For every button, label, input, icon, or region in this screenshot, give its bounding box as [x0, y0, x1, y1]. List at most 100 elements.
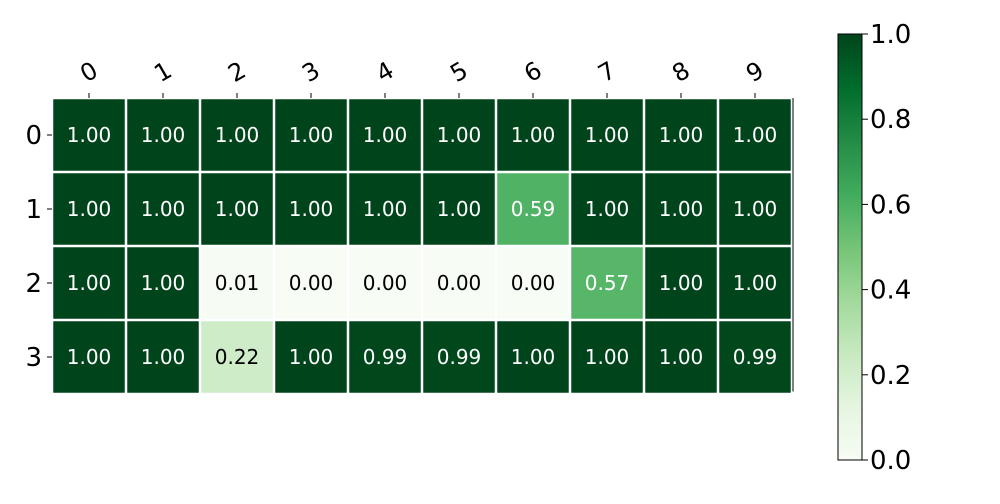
cell-label: 1.00 — [659, 123, 704, 147]
heatmap-cell — [719, 321, 791, 393]
heatmap-cell — [201, 99, 273, 171]
heatmap-cell — [349, 173, 421, 245]
heatmap-cell — [571, 321, 643, 393]
x-tick-label: 4 — [371, 56, 398, 88]
cell-label: 1.00 — [141, 271, 186, 295]
heatmap-cell — [497, 173, 569, 245]
heatmap-cell — [719, 173, 791, 245]
cell-label: 1.00 — [585, 123, 630, 147]
cell-label: 1.00 — [67, 271, 112, 295]
cell-label: 0.00 — [363, 271, 408, 295]
x-axis-ticks: 0 1 2 3 4 5 6 7 8 9 — [75, 56, 769, 98]
x-tick-label: 3 — [297, 56, 324, 88]
y-tick-label: 0 — [25, 121, 42, 151]
x-tick-label: 8 — [667, 56, 694, 88]
heatmap-cell — [53, 321, 125, 393]
y-tick-label: 3 — [25, 343, 42, 373]
heatmap-cell — [719, 247, 791, 319]
cell-label: 1.00 — [585, 345, 630, 369]
colorbar-tick-label: 0.2 — [870, 361, 911, 391]
heatmap-cell — [127, 321, 199, 393]
cell-label: 0.99 — [437, 345, 482, 369]
y-tick-label: 2 — [25, 269, 42, 299]
heatmap-cell — [275, 321, 347, 393]
cell-label: 0.00 — [289, 271, 334, 295]
cell-label: 1.00 — [363, 123, 408, 147]
heatmap-cell — [423, 173, 495, 245]
heatmap-cell — [53, 173, 125, 245]
heatmap-cell — [275, 99, 347, 171]
x-tick-label: 0 — [75, 56, 102, 88]
heatmap-cell — [645, 321, 717, 393]
heatmap-cell — [349, 321, 421, 393]
cell-label: 1.00 — [215, 197, 260, 221]
cell-label: 1.00 — [659, 345, 704, 369]
x-tick-label: 5 — [445, 56, 472, 88]
x-tick-label: 7 — [593, 56, 620, 88]
heatmap-cell — [275, 173, 347, 245]
y-tick-label: 1 — [25, 195, 42, 225]
cell-label: 0.01 — [215, 271, 260, 295]
colorbar-gradient — [837, 33, 863, 461]
y-axis-ticks: 0 1 2 3 — [25, 121, 52, 373]
heatmap-cell — [349, 247, 421, 319]
cell-label: 1.00 — [141, 345, 186, 369]
cell-label: 1.00 — [67, 123, 112, 147]
heatmap-cell — [497, 247, 569, 319]
colorbar-tick-label: 0.8 — [870, 105, 911, 135]
colorbar-tick-label: 0.6 — [870, 190, 911, 220]
cell-label: 1.00 — [437, 197, 482, 221]
cell-label: 0.59 — [511, 197, 556, 221]
cell-label: 1.00 — [733, 123, 778, 147]
heatmap-cell — [201, 247, 273, 319]
cell-label: 0.57 — [585, 271, 630, 295]
heatmap-cell — [423, 247, 495, 319]
x-tick-label: 1 — [149, 56, 176, 88]
cell-label: 0.99 — [363, 345, 408, 369]
cell-label: 1.00 — [363, 197, 408, 221]
cell-label: 1.00 — [67, 345, 112, 369]
colorbar: 0.0 0.2 0.4 0.6 0.8 1.0 — [837, 20, 911, 476]
colorbar-tick-label: 0.0 — [870, 446, 911, 476]
heatmap-cell — [571, 247, 643, 319]
heatmap-cell — [349, 99, 421, 171]
heatmap-cell — [275, 247, 347, 319]
cell-label: 0.00 — [437, 271, 482, 295]
heatmap-cell — [127, 173, 199, 245]
heatmap-cell — [497, 99, 569, 171]
heatmap-cell — [127, 247, 199, 319]
colorbar-tick-label: 0.4 — [870, 276, 911, 306]
cell-label: 0.22 — [215, 345, 260, 369]
x-tick-label: 6 — [519, 56, 546, 88]
x-tick-label: 9 — [741, 56, 768, 88]
cell-label: 1.00 — [141, 197, 186, 221]
cell-label: 1.00 — [733, 197, 778, 221]
heatmap-cell — [645, 247, 717, 319]
cell-label: 1.00 — [511, 345, 556, 369]
cell-label: 0.00 — [511, 271, 556, 295]
heatmap-cell — [53, 247, 125, 319]
cell-label: 1.00 — [215, 123, 260, 147]
heatmap-cell — [497, 321, 569, 393]
cell-label: 1.00 — [437, 123, 482, 147]
heatmap-cell — [201, 173, 273, 245]
heatmap-cell — [645, 173, 717, 245]
cell-label: 1.00 — [585, 197, 630, 221]
cell-label: 1.00 — [511, 123, 556, 147]
heatmap-cell — [201, 321, 273, 393]
heatmap-cell — [571, 99, 643, 171]
heatmap-cell — [423, 321, 495, 393]
heatmap-cell — [645, 99, 717, 171]
heatmap-cell — [127, 99, 199, 171]
cell-label: 1.00 — [289, 197, 334, 221]
cell-label: 1.00 — [67, 197, 112, 221]
heatmap-cell — [423, 99, 495, 171]
cell-label: 1.00 — [141, 123, 186, 147]
heatmap-cell — [571, 173, 643, 245]
x-tick-label: 2 — [223, 56, 250, 88]
cell-label: 0.99 — [733, 345, 778, 369]
heatmap-cell — [53, 99, 125, 171]
heatmap-cell — [719, 99, 791, 171]
